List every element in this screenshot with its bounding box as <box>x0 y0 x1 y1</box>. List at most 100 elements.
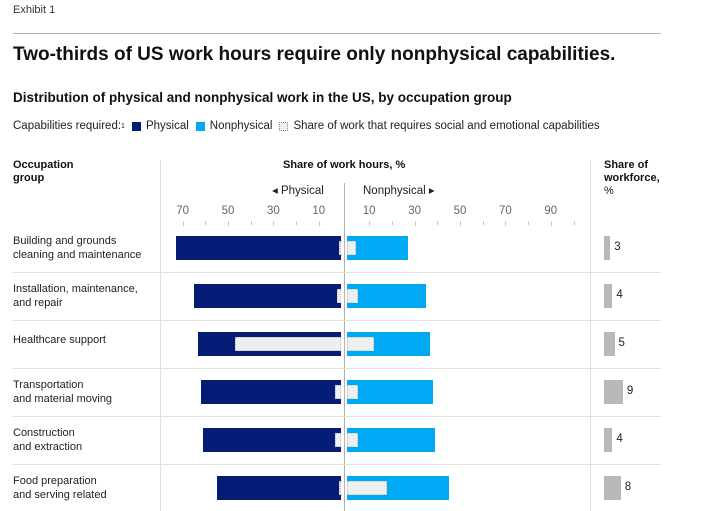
tick-label-nonphysical: 50 <box>453 205 467 217</box>
workforce-bar <box>604 380 623 404</box>
tick-label-nonphysical: 90 <box>544 205 558 217</box>
workforce-value: 4 <box>616 289 623 301</box>
tick-mark <box>505 221 507 226</box>
center-axis <box>344 183 345 511</box>
row-separator <box>13 416 661 417</box>
tick-minor <box>205 221 207 225</box>
occupation-label-line: cleaning and maintenance <box>13 248 142 261</box>
bar-physical <box>203 428 342 452</box>
exhibit-label: Exhibit 1 <box>13 4 56 16</box>
tick-mark <box>460 221 461 226</box>
workforce-value: 5 <box>618 337 625 349</box>
tick-label-physical: 10 <box>312 205 326 217</box>
workforce-bar <box>604 284 613 308</box>
legend-swatch-nonphysical <box>195 121 205 131</box>
tick-mark <box>414 221 416 226</box>
occupation-label-line: and serving related <box>13 488 107 501</box>
occupation-label-line: Building and grounds <box>13 235 117 247</box>
bar-physical <box>175 236 342 260</box>
occupation-label-line: and material moving <box>13 392 113 405</box>
tick-mark <box>228 221 229 226</box>
occupation-label-line: Transportation <box>13 379 84 391</box>
legend-swatch-social <box>279 121 289 131</box>
row-separator <box>13 464 661 465</box>
bar-social-nonphysical <box>346 289 358 303</box>
tick-mark <box>182 221 184 226</box>
workforce-header-line1: Share of <box>604 159 649 171</box>
row-separator <box>13 272 661 273</box>
row-separator <box>13 320 661 321</box>
row-separator <box>13 368 661 369</box>
bar-social-nonphysical <box>346 385 358 399</box>
tick-label-physical: 70 <box>176 205 189 217</box>
share-hours-header: Share of work hours, % <box>283 159 406 171</box>
occupation-label-line: and repair <box>13 296 63 309</box>
legend-label-physical: Physical <box>145 120 189 132</box>
bar-physical <box>200 380 342 404</box>
workforce-value: 8 <box>624 481 632 493</box>
bar-social-nonphysical <box>346 481 388 495</box>
occupation-label: Transportation and material moving <box>13 379 112 406</box>
chart-subtitle: Distribution of physical and nonphysical… <box>13 90 512 105</box>
legend-swatch-physical <box>131 121 141 131</box>
workforce-value: 4 <box>616 433 623 445</box>
occupation-label-line: Healthcare support <box>13 334 106 346</box>
bar-social-nonphysical <box>346 241 356 255</box>
tick-minor <box>482 221 484 225</box>
occupation-header-line1: Occupation <box>13 159 74 171</box>
workforce-value: 9 <box>626 385 634 397</box>
column-divider-left <box>160 160 161 511</box>
tick-mark <box>550 221 552 226</box>
workforce-bar <box>604 332 615 356</box>
legend-label-social: Share of work that requires social and e… <box>293 120 600 132</box>
workforce-bar <box>604 476 621 500</box>
occupation-column-header: Occupation group <box>13 159 74 185</box>
tick-minor <box>528 221 530 225</box>
tick-label-nonphysical: 70 <box>498 205 512 217</box>
footnote-mark: 1 <box>121 122 125 130</box>
occupation-label-line: Installation, maintenance, <box>13 283 138 295</box>
bar-social-nonphysical <box>346 337 374 351</box>
workforce-bar <box>604 428 613 452</box>
tick-minor <box>250 221 252 225</box>
bar-social-physical <box>339 241 342 255</box>
bar-social-physical <box>339 481 342 495</box>
occupation-header-line2: group <box>13 172 45 184</box>
bar-nonphysical <box>346 428 436 452</box>
tick-mark <box>318 221 320 226</box>
tick-mark <box>369 221 371 226</box>
occupation-label-line: Construction <box>13 427 75 439</box>
workforce-bar <box>604 236 611 260</box>
column-divider-right <box>590 160 591 511</box>
chart-title: Two-thirds of US work hours require only… <box>13 44 616 65</box>
occupation-label-line: and extraction <box>13 440 83 453</box>
top-rule <box>13 33 661 34</box>
bar-nonphysical <box>346 380 433 404</box>
bar-nonphysical <box>346 236 408 260</box>
occupation-label: Healthcare support <box>13 334 106 348</box>
workforce-value: 3 <box>614 241 621 253</box>
bar-social-physical <box>336 289 342 303</box>
workforce-header-line2: workforce, <box>604 172 660 184</box>
tick-label-physical: 30 <box>266 205 280 217</box>
occupation-label: Construction and extraction <box>13 427 82 454</box>
tick-mark <box>273 221 275 226</box>
occupation-label: Building and grounds cleaning and mainten… <box>13 235 141 262</box>
occupation-label-line: Food preparation <box>13 475 97 487</box>
legend-label-nonphysical: Nonphysical <box>209 120 273 132</box>
nonphysical-direction-label: Nonphysical ▸ <box>363 185 435 197</box>
bar-physical <box>193 284 342 308</box>
bar-social-nonphysical <box>346 433 358 447</box>
occupation-label: Installation, maintenance, and repair <box>13 283 138 310</box>
physical-direction-label: ◂ Physical <box>272 185 324 197</box>
workforce-column-header: Share of workforce, % <box>604 159 660 198</box>
tick-label-nonphysical: 30 <box>408 205 421 217</box>
bar-physical <box>216 476 342 500</box>
bar-social-physical <box>334 433 342 447</box>
tick-minor <box>437 221 439 225</box>
tick-minor <box>296 221 298 225</box>
occupation-label: Food preparation and serving related <box>13 475 107 502</box>
tick-label-nonphysical: 10 <box>362 205 376 217</box>
legend: Capabilities required: 1 Physical Nonphys… <box>13 120 600 132</box>
bar-social-physical <box>234 337 342 351</box>
